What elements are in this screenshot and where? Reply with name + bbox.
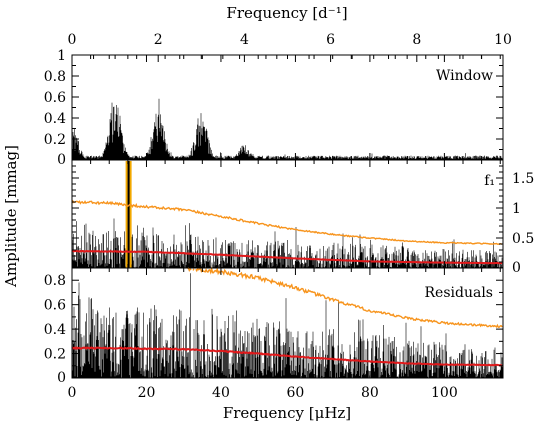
y-tick-label-residuals: 0.4 xyxy=(44,322,66,338)
y-tick-label-window: 0.2 xyxy=(44,132,66,148)
top-tick-label: 0 xyxy=(68,32,77,48)
bottom-tick-label: 20 xyxy=(138,385,156,401)
bottom-tick-label: 60 xyxy=(287,385,305,401)
y-tick-label-f1: 0.5 xyxy=(512,231,534,247)
panel-label-window: Window xyxy=(436,68,493,84)
bottom-tick-label: 80 xyxy=(361,385,379,401)
noise-curve-f1 xyxy=(71,249,503,265)
top-tick-label: 2 xyxy=(154,32,163,48)
panel-label-f1: f₁ xyxy=(484,173,495,189)
noise-curve-residuals xyxy=(71,346,503,367)
y-tick-label-f1: 0 xyxy=(512,260,521,276)
spectrum-window xyxy=(72,98,503,160)
y-tick-label-f1: 1 xyxy=(512,201,521,217)
y-axis-title: Amplitude [mmag] xyxy=(2,145,20,288)
data-layer xyxy=(71,98,503,378)
y-tick-label-window: 0 xyxy=(57,152,66,168)
y-tick-label-window: 1 xyxy=(57,48,66,64)
panel-label-residuals: Residuals xyxy=(425,285,493,301)
y-tick-label-window: 0.6 xyxy=(44,90,66,106)
threshold-curve-f1 xyxy=(71,199,503,245)
top-tick-label: 6 xyxy=(326,32,335,48)
bottom-axis-title: Frequency [μHz] xyxy=(223,404,351,422)
top-axis-title: Frequency [d⁻¹] xyxy=(226,4,347,22)
y-tick-label-residuals: 0.6 xyxy=(44,298,66,314)
y-tick-label-residuals: 0.2 xyxy=(44,347,66,363)
bottom-tick-label: 40 xyxy=(212,385,230,401)
top-tick-label: 4 xyxy=(240,32,249,48)
frame-layer xyxy=(71,54,504,379)
y-tick-label-residuals: 0 xyxy=(57,370,66,386)
bottom-tick-label: 0 xyxy=(68,385,77,401)
panel-frame-residuals xyxy=(71,267,504,379)
y-tick-label-window: 0.4 xyxy=(44,111,66,127)
y-tick-label-f1: 1.5 xyxy=(512,171,534,187)
y-tick-label-window: 0.8 xyxy=(44,69,66,85)
text-layer: Frequency [d⁻¹] Frequency [μHz] Amplitud… xyxy=(2,4,534,422)
top-tick-label: 10 xyxy=(494,32,512,48)
bottom-tick-label: 100 xyxy=(431,385,458,401)
y-tick-label-residuals: 0.8 xyxy=(44,273,66,289)
top-tick-label: 8 xyxy=(412,32,421,48)
